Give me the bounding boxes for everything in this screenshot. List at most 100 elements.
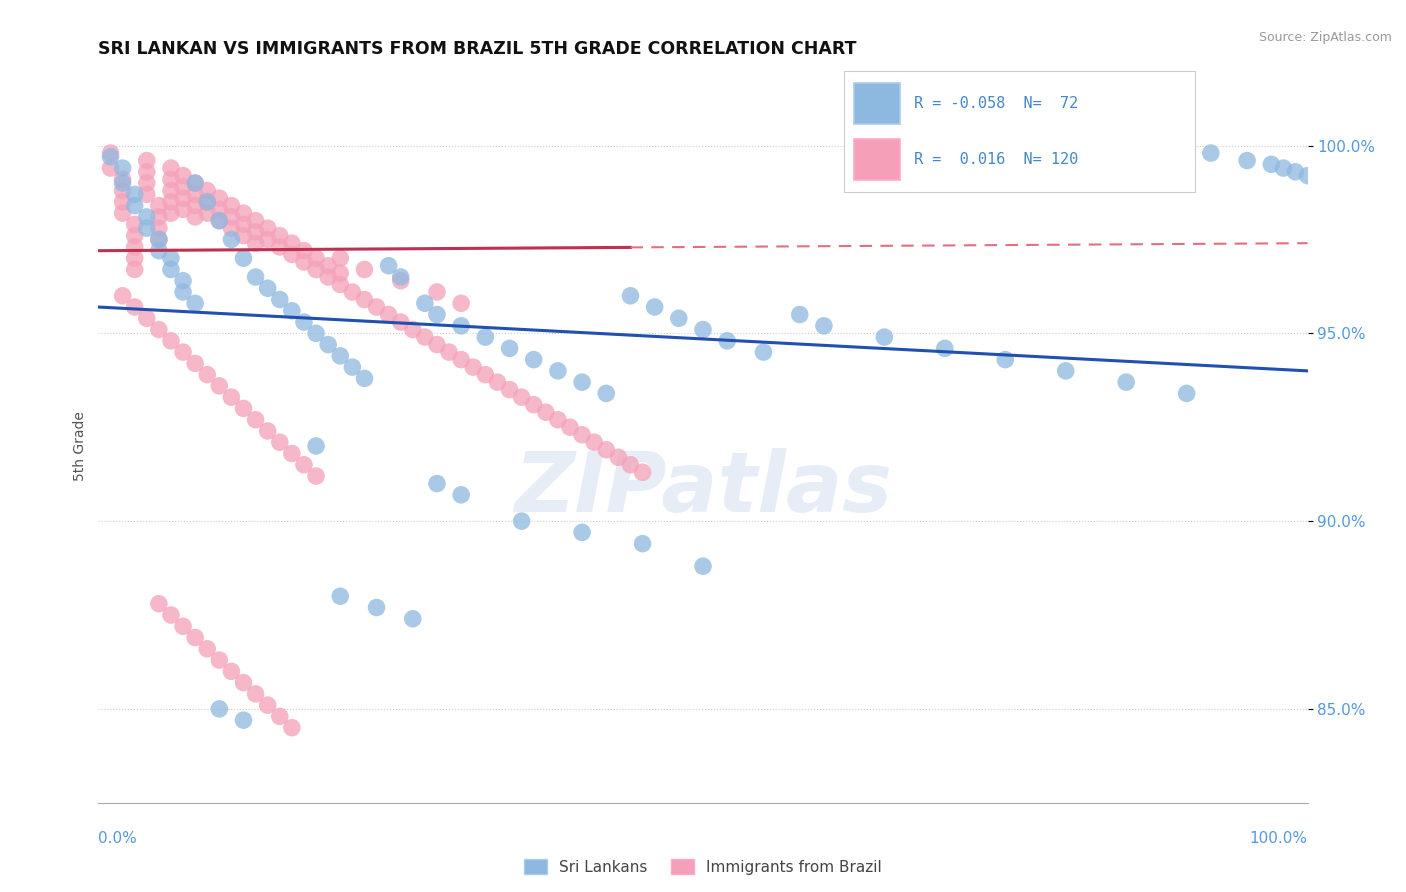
Point (111, 289, 134, 303)
Point (148, 597, 170, 611)
Point (1054, 364, 1077, 378)
Point (135, 153, 157, 168)
Point (571, 375, 593, 389)
Point (281, 303, 304, 318)
Point (510, 514, 533, 528)
Text: R = -0.058  N=  72: R = -0.058 N= 72 (914, 96, 1078, 112)
Point (292, 458, 315, 472)
Point (160, 206, 183, 220)
Point (124, 218, 146, 232)
Point (437, 345, 460, 359)
Text: 0.0%: 0.0% (98, 831, 138, 847)
Point (450, 296, 472, 310)
Point (256, 221, 278, 235)
Text: SRI LANKAN VS IMMIGRANTS FROM BRAZIL 5TH GRADE CORRELATION CHART: SRI LANKAN VS IMMIGRANTS FROM BRAZIL 5TH… (98, 40, 856, 58)
Point (426, 476, 449, 491)
Point (100, 146, 122, 161)
Point (148, 199, 170, 213)
Point (595, 442, 617, 457)
Point (232, 218, 254, 232)
Point (498, 342, 520, 356)
Point (716, 334, 738, 348)
Point (208, 213, 231, 227)
Point (292, 255, 315, 269)
Point (571, 525, 593, 540)
Point (692, 559, 714, 574)
Point (232, 713, 254, 727)
Point (607, 450, 630, 465)
Point (329, 589, 352, 603)
Y-axis label: 5th Grade: 5th Grade (73, 411, 87, 481)
Point (135, 210, 157, 224)
Point (124, 300, 146, 314)
Point (245, 225, 267, 239)
Point (172, 274, 194, 288)
Point (329, 277, 352, 292)
Point (752, 345, 775, 359)
Point (269, 435, 291, 450)
Point (413, 296, 436, 310)
Point (813, 318, 835, 333)
Point (135, 187, 157, 202)
Point (172, 202, 194, 217)
Point (245, 213, 267, 227)
Point (221, 665, 243, 679)
Point (232, 251, 254, 265)
Point (353, 262, 375, 277)
Point (172, 285, 194, 299)
Point (184, 187, 207, 202)
Point (208, 191, 231, 205)
Point (160, 172, 183, 186)
Point (172, 191, 194, 205)
Point (245, 413, 267, 427)
Point (619, 289, 641, 303)
Point (256, 698, 278, 713)
Point (245, 270, 267, 285)
Point (329, 349, 352, 363)
Point (184, 210, 207, 224)
Point (172, 345, 194, 359)
Point (184, 176, 207, 190)
Point (160, 607, 183, 622)
Point (232, 401, 254, 416)
Point (619, 458, 641, 472)
Point (1236, 153, 1258, 168)
Point (221, 199, 243, 213)
Point (377, 259, 399, 273)
Point (329, 251, 352, 265)
Point (100, 150, 122, 164)
Point (269, 240, 291, 254)
Point (269, 293, 291, 307)
Point (305, 262, 328, 277)
Point (160, 251, 183, 265)
Point (389, 274, 412, 288)
Point (184, 199, 207, 213)
Point (195, 206, 218, 220)
Point (184, 356, 207, 370)
Point (160, 262, 183, 277)
Point (256, 232, 278, 246)
Point (1272, 161, 1295, 175)
Point (221, 232, 243, 246)
Point (1296, 169, 1319, 183)
Point (111, 161, 134, 175)
Point (184, 296, 207, 310)
Point (583, 435, 606, 450)
Point (195, 194, 218, 209)
Point (195, 184, 218, 198)
Point (160, 161, 183, 175)
Point (789, 308, 811, 322)
Point (1260, 157, 1282, 171)
Point (111, 172, 134, 186)
Point (547, 413, 569, 427)
Point (221, 221, 243, 235)
Point (208, 379, 231, 393)
Point (100, 161, 122, 175)
Point (305, 469, 328, 483)
Point (195, 194, 218, 209)
FancyBboxPatch shape (855, 139, 900, 179)
Point (135, 311, 157, 326)
Point (547, 364, 569, 378)
Point (463, 360, 485, 375)
Point (292, 315, 315, 329)
